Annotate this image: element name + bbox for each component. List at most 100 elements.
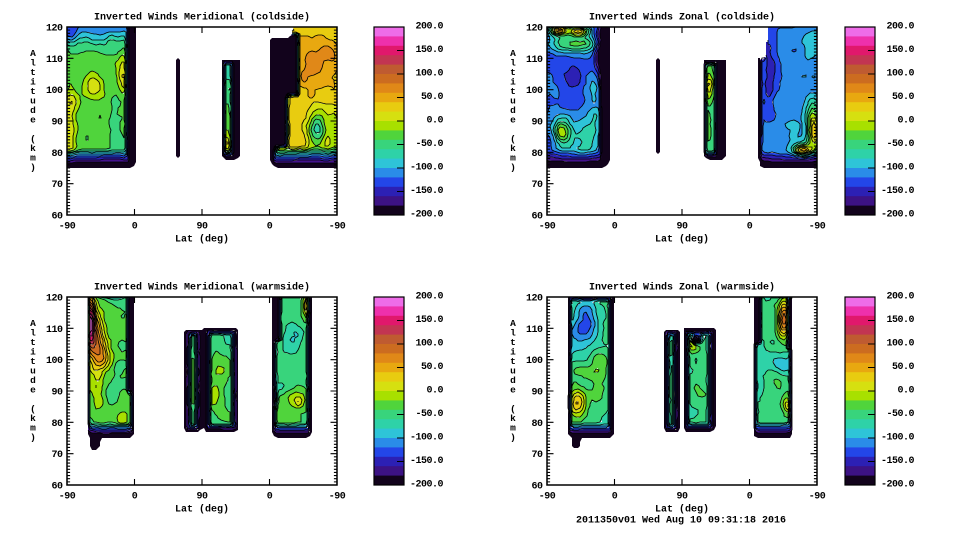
svg-text:0: 0	[747, 222, 753, 233]
svg-text:60: 60	[531, 482, 543, 493]
svg-text:e: e	[30, 385, 36, 396]
svg-text:i: i	[510, 347, 516, 358]
svg-text:e: e	[510, 385, 516, 396]
svg-text:0: 0	[132, 492, 138, 503]
svg-text:k: k	[510, 413, 516, 424]
svg-text:100.0: 100.0	[886, 338, 914, 349]
svg-text:70: 70	[531, 450, 543, 461]
svg-text:0.0: 0.0	[897, 385, 914, 396]
svg-text:l: l	[30, 58, 36, 69]
svg-text:(: (	[30, 134, 36, 145]
svg-text:-150.0: -150.0	[881, 456, 915, 467]
svg-text:-200.0: -200.0	[881, 209, 915, 220]
svg-text:50.0: 50.0	[892, 362, 915, 373]
svg-text:A: A	[30, 318, 36, 329]
svg-text:70: 70	[51, 180, 63, 191]
svg-text:100: 100	[526, 356, 543, 367]
svg-text:60: 60	[531, 212, 543, 223]
svg-text:90: 90	[51, 388, 63, 399]
svg-text:0.0: 0.0	[897, 115, 914, 126]
svg-text:i: i	[30, 77, 36, 88]
svg-text:-100.0: -100.0	[881, 162, 915, 173]
svg-text:90: 90	[531, 118, 543, 129]
svg-text:80: 80	[531, 149, 543, 160]
svg-text:60: 60	[51, 212, 63, 223]
svg-text:m: m	[510, 153, 516, 164]
svg-text:90: 90	[196, 492, 208, 503]
svg-text:(: (	[510, 404, 516, 415]
svg-text:u: u	[510, 96, 516, 107]
svg-text:m: m	[510, 423, 516, 434]
svg-text:k: k	[30, 143, 36, 154]
svg-text:l: l	[510, 58, 516, 69]
svg-text:0.0: 0.0	[426, 115, 443, 126]
svg-text:120: 120	[46, 294, 63, 305]
svg-text:-50.0: -50.0	[886, 409, 914, 420]
svg-text:90: 90	[676, 222, 688, 233]
svg-text:t: t	[510, 337, 516, 348]
svg-text:m: m	[30, 423, 36, 434]
svg-text:100: 100	[46, 356, 63, 367]
svg-text:-90: -90	[539, 492, 556, 503]
svg-text:Inverted Winds Zonal (coldside: Inverted Winds Zonal (coldside)	[589, 12, 775, 24]
svg-text:t: t	[30, 86, 36, 97]
svg-text:110: 110	[526, 325, 543, 336]
svg-text:t: t	[510, 356, 516, 367]
svg-text:120: 120	[526, 294, 543, 305]
svg-text:0: 0	[132, 222, 138, 233]
svg-text:200.0: 200.0	[886, 21, 914, 32]
svg-text:110: 110	[46, 325, 63, 336]
svg-text:80: 80	[51, 149, 63, 160]
svg-text:l: l	[30, 328, 36, 339]
svg-text:50.0: 50.0	[421, 362, 444, 373]
svg-text:Inverted Winds Zonal (warmside: Inverted Winds Zonal (warmside)	[589, 282, 775, 294]
svg-text:): )	[510, 162, 516, 173]
svg-text:-90: -90	[809, 492, 826, 503]
svg-text:-150.0: -150.0	[410, 456, 444, 467]
svg-text:-200.0: -200.0	[410, 479, 444, 490]
svg-text:0: 0	[267, 492, 273, 503]
svg-text:-90: -90	[539, 222, 556, 233]
svg-text:100: 100	[46, 86, 63, 97]
svg-text:u: u	[510, 366, 516, 377]
svg-text:t: t	[30, 67, 36, 78]
svg-text:120: 120	[526, 24, 543, 35]
svg-text:t: t	[30, 356, 36, 367]
svg-text:Lat (deg): Lat (deg)	[175, 234, 229, 246]
svg-text:Inverted Winds Meridional (col: Inverted Winds Meridional (coldside)	[94, 12, 310, 24]
svg-text:-200.0: -200.0	[410, 209, 444, 220]
svg-text:d: d	[510, 105, 516, 116]
svg-text:(: (	[30, 404, 36, 415]
svg-text:70: 70	[51, 450, 63, 461]
svg-text:k: k	[30, 413, 36, 424]
svg-text:120: 120	[46, 24, 63, 35]
svg-text:90: 90	[51, 118, 63, 129]
svg-text:50.0: 50.0	[421, 92, 444, 103]
svg-text:100: 100	[526, 86, 543, 97]
svg-text:100.0: 100.0	[415, 338, 443, 349]
svg-text:e: e	[510, 115, 516, 126]
svg-text:m: m	[30, 153, 36, 164]
svg-text:i: i	[510, 77, 516, 88]
svg-text:0: 0	[612, 492, 618, 503]
svg-text:d: d	[30, 375, 36, 386]
svg-text:-100.0: -100.0	[410, 432, 444, 443]
svg-text:Lat (deg): Lat (deg)	[175, 504, 229, 516]
svg-text:(: (	[510, 134, 516, 145]
svg-text:70: 70	[531, 180, 543, 191]
svg-text:-90: -90	[59, 492, 76, 503]
svg-text:110: 110	[46, 55, 63, 66]
svg-text:150.0: 150.0	[415, 45, 443, 56]
svg-text:100.0: 100.0	[415, 68, 443, 79]
svg-text:200.0: 200.0	[886, 291, 914, 302]
svg-text:0.0: 0.0	[426, 385, 443, 396]
svg-text:2011350v01 Wed Aug 10 09:31:18: 2011350v01 Wed Aug 10 09:31:18 2016	[576, 515, 786, 527]
svg-text:u: u	[30, 366, 36, 377]
svg-text:0: 0	[267, 222, 273, 233]
svg-text:100.0: 100.0	[886, 68, 914, 79]
svg-text:): )	[30, 162, 36, 173]
svg-text:-50.0: -50.0	[415, 409, 443, 420]
svg-text:80: 80	[51, 419, 63, 430]
svg-text:-50.0: -50.0	[415, 139, 443, 150]
svg-text:d: d	[30, 105, 36, 116]
